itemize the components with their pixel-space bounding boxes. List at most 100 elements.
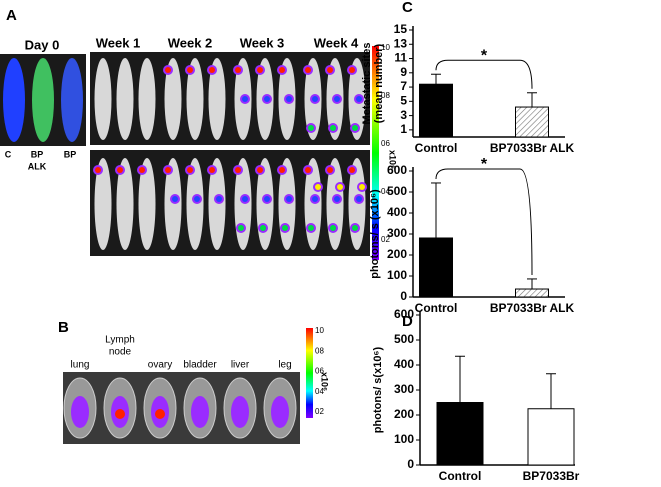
signal [242, 96, 248, 102]
signal [117, 167, 123, 173]
y-tick-label: 0 [407, 457, 414, 471]
colorbar-unit: x10⁶ [388, 150, 398, 169]
organ-label: leg [278, 360, 291, 371]
bar [419, 83, 453, 138]
signal [349, 167, 355, 173]
y-tick-label: 400 [387, 205, 407, 219]
signal [352, 225, 358, 231]
x-tick-label: BP7033Br [523, 469, 580, 483]
signal [308, 225, 314, 231]
organ-label: lung [71, 360, 90, 371]
y-tick-label: 1 [400, 122, 407, 136]
signal [264, 96, 270, 102]
y-tick-label: 300 [394, 382, 414, 396]
x-tick-label: BP7033Br ALK [490, 141, 575, 155]
signal [165, 167, 171, 173]
mouse [186, 158, 204, 250]
signal [327, 67, 333, 73]
y-tick-label: 400 [394, 357, 414, 371]
y-axis-title: photons/ s (x10⁶) [369, 189, 381, 279]
colorbar-label: 10 [315, 326, 324, 335]
mouse [61, 58, 83, 142]
signal [187, 67, 193, 73]
colorbar-label: 04 [315, 387, 324, 396]
y-tick-label: 500 [394, 332, 414, 346]
signal [305, 167, 311, 173]
organ-label: Lymph [105, 335, 135, 346]
organ-label: bladder [183, 360, 217, 371]
signal [334, 96, 340, 102]
mouse [164, 158, 182, 250]
mouse-label: BP [64, 149, 77, 159]
colorbar-label: 02 [315, 407, 324, 416]
organ [191, 396, 209, 428]
y-tick-label: 500 [387, 184, 407, 198]
colorbar [372, 46, 379, 260]
significance-bracket [435, 59, 533, 89]
signal [334, 196, 340, 202]
y-tick-label: 100 [387, 268, 407, 282]
mouse-label: C [5, 149, 12, 159]
y-axis-title: photons/ s(x10⁶) [372, 346, 384, 433]
group-label: Day 0 [25, 37, 60, 52]
x-tick-label: BP7033Br ALK [490, 301, 575, 315]
photo [90, 150, 370, 256]
mouse [208, 158, 226, 250]
y-tick-label: 15 [394, 22, 408, 36]
y-tick-label: 9 [400, 65, 407, 79]
mouse [164, 58, 182, 140]
y-tick-label: 11 [394, 51, 407, 65]
signal [315, 184, 321, 190]
x-tick-label: Control [439, 469, 482, 483]
signal [312, 96, 318, 102]
group-label: Week 2 [168, 35, 213, 50]
mouse [186, 58, 204, 140]
signal [235, 67, 241, 73]
y-tick-label: 100 [394, 432, 414, 446]
group-label: Week 4 [314, 35, 359, 50]
y-tick-label: 5 [400, 94, 407, 108]
signal [279, 67, 285, 73]
organ-label: node [109, 347, 132, 358]
bar [515, 288, 549, 298]
group-label: Week 3 [240, 35, 285, 50]
significance-label: * [481, 47, 488, 64]
photo [63, 372, 300, 444]
signal [279, 167, 285, 173]
mouse [94, 58, 112, 140]
signal [337, 184, 343, 190]
y-tick-label: 7 [400, 79, 407, 93]
signal [264, 196, 270, 202]
organ-label: ovary [148, 360, 172, 371]
signal [352, 125, 358, 131]
signal [356, 196, 362, 202]
panel-label: B [58, 319, 69, 336]
colorbar-label: 08 [381, 91, 390, 100]
y-tick-label: 0 [400, 289, 407, 303]
signal [209, 167, 215, 173]
mouse [208, 58, 226, 140]
signal [155, 409, 165, 419]
mouse [116, 158, 134, 250]
colorbar-label: 08 [315, 346, 324, 355]
signal [356, 96, 362, 102]
y-axis-title: Metastatic sites [361, 43, 373, 125]
mouse [32, 58, 54, 142]
mouse-label: ALK [28, 161, 47, 171]
signal [165, 67, 171, 73]
signal [238, 225, 244, 231]
signal [308, 125, 314, 131]
signal [282, 225, 288, 231]
y-axis-title: (mean number) [373, 43, 385, 123]
signal [359, 184, 365, 190]
bar [436, 402, 484, 466]
panel-label: C [402, 0, 413, 16]
colorbar-label: 02 [381, 235, 390, 244]
significance-label: * [481, 156, 488, 173]
colorbar-label: 04 [381, 187, 390, 196]
signal [139, 167, 145, 173]
signal [330, 225, 336, 231]
mouse [138, 58, 156, 140]
mouse-label: BP [31, 149, 44, 159]
